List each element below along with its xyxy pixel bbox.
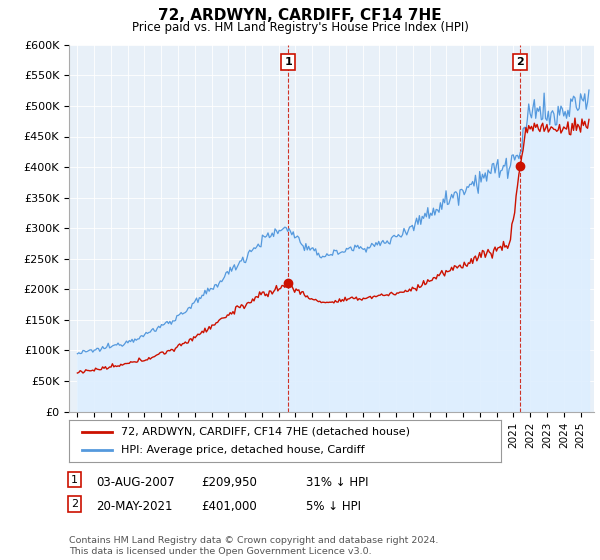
Text: HPI: Average price, detached house, Cardiff: HPI: Average price, detached house, Card… bbox=[121, 445, 364, 455]
Text: £209,950: £209,950 bbox=[201, 476, 257, 489]
Text: 1: 1 bbox=[284, 57, 292, 67]
Text: £401,000: £401,000 bbox=[201, 500, 257, 514]
Text: 72, ARDWYN, CARDIFF, CF14 7HE (detached house): 72, ARDWYN, CARDIFF, CF14 7HE (detached … bbox=[121, 427, 410, 437]
Text: Contains HM Land Registry data © Crown copyright and database right 2024.
This d: Contains HM Land Registry data © Crown c… bbox=[69, 536, 439, 556]
Text: 5% ↓ HPI: 5% ↓ HPI bbox=[306, 500, 361, 514]
Text: 20-MAY-2021: 20-MAY-2021 bbox=[96, 500, 173, 514]
Text: 03-AUG-2007: 03-AUG-2007 bbox=[96, 476, 175, 489]
Text: Price paid vs. HM Land Registry's House Price Index (HPI): Price paid vs. HM Land Registry's House … bbox=[131, 21, 469, 34]
Text: 31% ↓ HPI: 31% ↓ HPI bbox=[306, 476, 368, 489]
Text: 2: 2 bbox=[71, 499, 78, 509]
Text: 2: 2 bbox=[516, 57, 524, 67]
Text: 1: 1 bbox=[71, 475, 78, 485]
Text: 72, ARDWYN, CARDIFF, CF14 7HE: 72, ARDWYN, CARDIFF, CF14 7HE bbox=[158, 8, 442, 24]
